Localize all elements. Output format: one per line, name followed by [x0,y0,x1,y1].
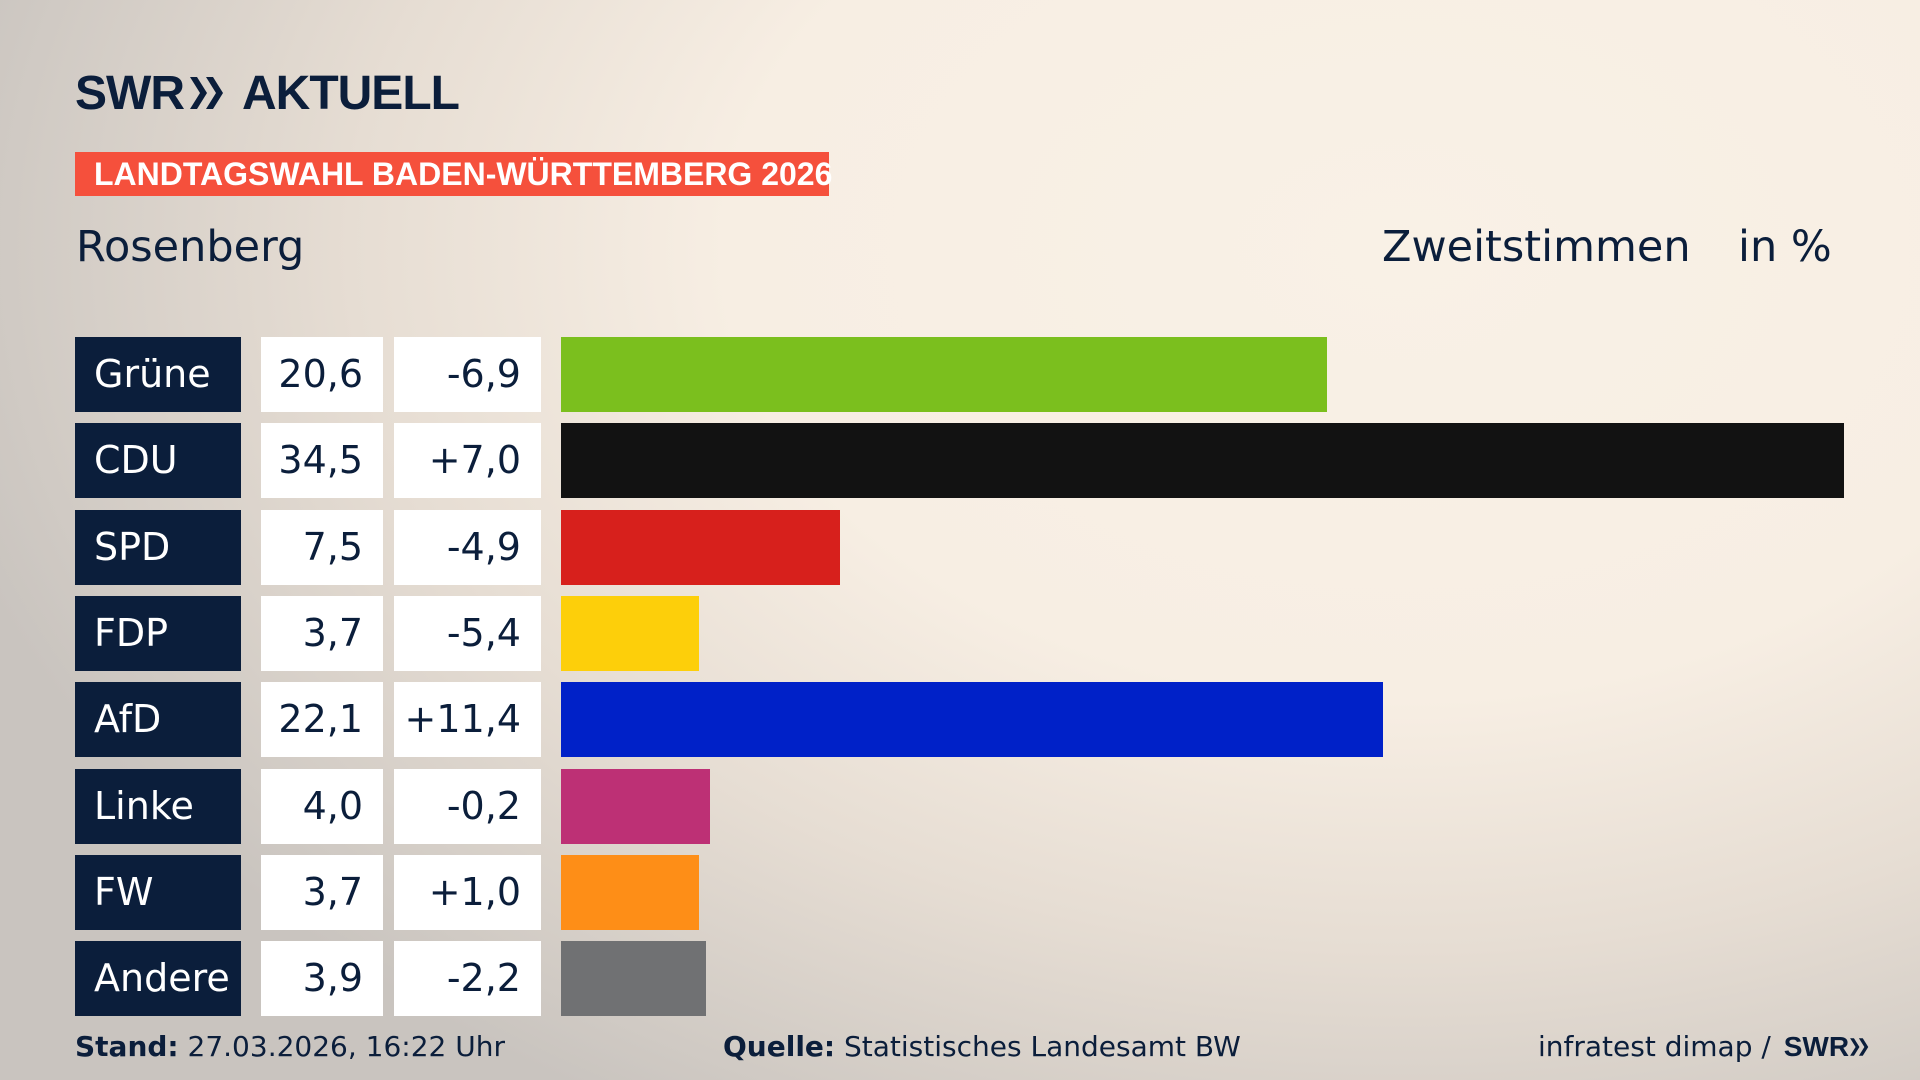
source-label: Quelle: [723,1030,836,1063]
value-label: 20,6 [261,337,383,412]
credit-swr-logo: SWR [1783,1030,1850,1062]
bar-andere [561,941,707,1017]
logo-swr: SWR [75,66,185,120]
diff-label: -2,2 [394,941,541,1017]
diff-label: +7,0 [394,423,541,499]
value-label: 4,0 [261,768,383,844]
metric-label: Zweitstimmen [1382,222,1691,272]
party-label: FDP [75,595,241,671]
diff-label: -0,2 [394,768,541,844]
credit-text: infratest dimap / [1538,1030,1780,1063]
value-label: 7,5 [261,509,383,585]
result-row: Grüne 20,6 -6,9 [75,337,1875,412]
bar-fdp [561,595,699,671]
region-title: Rosenberg [76,222,305,272]
unit-label: in % [1738,222,1832,272]
diff-label: -6,9 [394,337,541,412]
credit: infratest dimap / SWR [1538,1030,1871,1063]
party-label: CDU [75,423,241,499]
diff-label: +11,4 [394,682,541,758]
bar-grne [561,337,1328,412]
result-row: Linke 4,0 -0,2 [75,768,1875,844]
bar-afd [561,682,1383,758]
result-row: CDU 34,5 +7,0 [75,423,1875,499]
double-chevron-icon [189,77,223,109]
result-row: SPD 7,5 -4,9 [75,509,1875,585]
result-row: FW 3,7 +1,0 [75,854,1875,930]
bar-cdu [561,423,1844,499]
election-banner: LANDTAGSWAHL BADEN-WÜRTTEMBERG 2026 [75,152,832,196]
party-label: FW [75,854,241,930]
party-label: Andere [75,941,241,1017]
value-label: 34,5 [261,423,383,499]
party-label: AfD [75,682,241,758]
party-label: SPD [75,509,241,585]
value-label: 22,1 [261,682,383,758]
source: Quelle: Statistisches Landesamt BW [723,1030,1241,1063]
timestamp: Stand: 27.03.2026, 16:22 Uhr [75,1030,505,1063]
diff-label: -5,4 [394,595,541,671]
stand-value: 27.03.2026, 16:22 Uhr [187,1030,505,1063]
bar-fw [561,854,699,930]
party-label: Grüne [75,337,241,412]
stand-label: Stand: [75,1030,179,1063]
bar-spd [561,509,840,585]
diff-label: +1,0 [394,854,541,930]
source-value: Statistisches Landesamt BW [844,1030,1241,1063]
value-label: 3,7 [261,595,383,671]
party-label: Linke [75,768,241,844]
double-chevron-icon [1850,1037,1869,1056]
value-label: 3,9 [261,941,383,1017]
result-row: AfD 22,1 +11,4 [75,682,1875,758]
bar-linke [561,768,710,844]
swr-aktuell-logo: SWR AKTUELL [75,67,460,120]
result-row: FDP 3,7 -5,4 [75,595,1875,671]
value-label: 3,7 [261,854,383,930]
result-row: Andere 3,9 -2,2 [75,941,1875,1017]
logo-aktuell: AKTUELL [241,66,460,120]
diff-label: -4,9 [394,509,541,585]
